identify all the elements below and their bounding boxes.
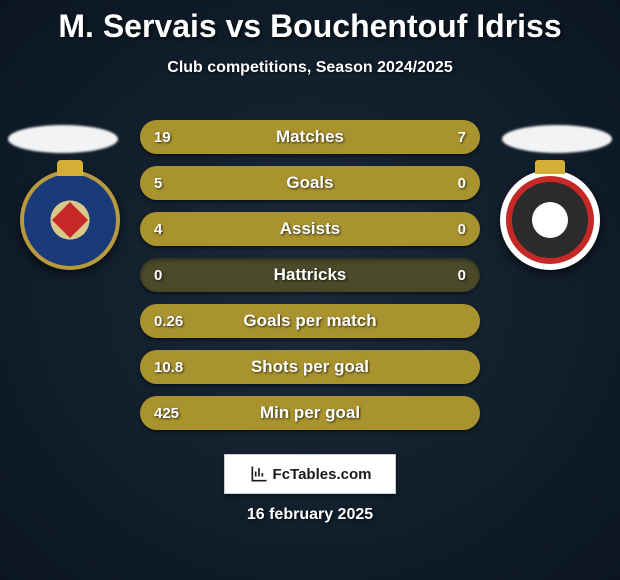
page-title: M. Servais vs Bouchentouf Idriss bbox=[0, 0, 620, 45]
bar-value-left: 10.8 bbox=[154, 350, 183, 384]
bar-value-left: 0.26 bbox=[154, 304, 183, 338]
chart-icon bbox=[249, 464, 269, 484]
brand-box[interactable]: FcTables.com bbox=[224, 454, 396, 494]
crest-right-inner bbox=[506, 176, 594, 264]
stats-bars: Matches197Goals50Assists40Hattricks00Goa… bbox=[140, 120, 480, 442]
bar-label: Goals per match bbox=[140, 304, 480, 338]
stat-row: Assists4 0 bbox=[140, 212, 480, 246]
bar-label: Hattricks bbox=[140, 258, 480, 292]
club-crest-right bbox=[500, 170, 600, 270]
bar-label: Min per goal bbox=[140, 396, 480, 430]
stat-row: Hattricks0 0 bbox=[140, 258, 480, 292]
date-text: 16 february 2025 bbox=[0, 506, 620, 524]
bar-value-left: 0 bbox=[154, 258, 162, 292]
stat-row: Min per goal425 bbox=[140, 396, 480, 430]
club-crest-left bbox=[20, 170, 120, 270]
brand-text: FcTables.com bbox=[273, 466, 372, 483]
stat-row: Goals per match0.26 bbox=[140, 304, 480, 338]
bar-label: Assists bbox=[140, 212, 480, 246]
bar-value-right: 0 bbox=[458, 212, 466, 246]
page-subtitle: Club competitions, Season 2024/2025 bbox=[0, 59, 620, 77]
stat-row: Shots per goal10.8 bbox=[140, 350, 480, 384]
bar-value-right: 0 bbox=[458, 258, 466, 292]
bar-value-left: 425 bbox=[154, 396, 179, 430]
bar-label: Matches bbox=[140, 120, 480, 154]
spotlight-right bbox=[502, 125, 612, 153]
bar-value-right: 0 bbox=[458, 166, 466, 200]
bar-value-right: 7 bbox=[458, 120, 466, 154]
spotlight-left bbox=[8, 125, 118, 153]
stat-row: Matches19 7 bbox=[140, 120, 480, 154]
bar-value-left: 5 bbox=[154, 166, 162, 200]
stat-row: Goals5 0 bbox=[140, 166, 480, 200]
bar-label: Shots per goal bbox=[140, 350, 480, 384]
bar-label: Goals bbox=[140, 166, 480, 200]
crown-icon bbox=[535, 160, 565, 174]
bar-value-left: 4 bbox=[154, 212, 162, 246]
bar-value-left: 19 bbox=[154, 120, 171, 154]
